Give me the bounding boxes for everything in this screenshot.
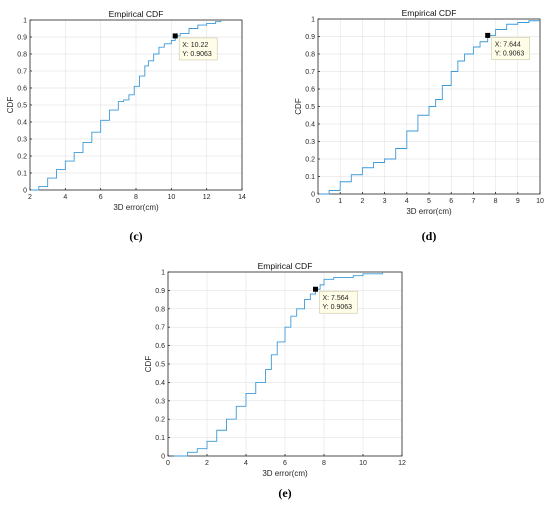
cdf-series-line — [319, 20, 540, 195]
x-tick-label: 8 — [494, 198, 498, 205]
chart-title: Empirical CDF — [109, 9, 164, 19]
datatip-x-label: X: 7.564 — [322, 295, 348, 302]
y-tick-label: 0 — [161, 454, 165, 461]
x-tick-label: 1 — [338, 198, 342, 205]
figure-caption: (c) — [129, 229, 142, 243]
cdf-series-line — [30, 20, 222, 191]
datatip-box — [491, 37, 530, 60]
y-axis-title: CDF — [294, 98, 303, 115]
x-tick-label: 8 — [134, 194, 138, 201]
y-tick-label: 0.9 — [305, 34, 315, 41]
y-tick-label: 0.2 — [305, 157, 315, 164]
y-tick-label: 0.3 — [155, 398, 165, 405]
cdf-series-line — [173, 272, 383, 457]
y-tick-label: 0.4 — [17, 120, 27, 127]
chart-title: Empirical CDF — [258, 261, 313, 271]
x-axis-title: 3D error(cm) — [406, 207, 452, 216]
y-axis-title: CDF — [6, 97, 15, 114]
x-tick-label: 3 — [383, 198, 387, 205]
datatip-x-label: X: 10.22 — [182, 42, 208, 49]
datatip-marker[interactable] — [172, 33, 178, 39]
chart-panel-2: 0 2 4 6 8 10 12 0 0.1 0.2 0.3 0.4 0.5 0.6 0.7 0.8 0.9 1 Em… — [144, 261, 406, 500]
y-tick-label: 0.1 — [155, 435, 165, 442]
y-axis-title: CDF — [144, 356, 153, 373]
x-axis-title: 3D error(cm) — [113, 203, 159, 212]
x-tick-label: 12 — [398, 460, 406, 467]
chart-title: Empirical CDF — [402, 8, 457, 18]
x-tick-label: 12 — [203, 194, 211, 201]
x-tick-label: 0 — [316, 198, 320, 205]
x-tick-label: 10 — [359, 460, 367, 467]
y-tick-label: 0.6 — [17, 86, 27, 93]
figure-caption: (d) — [422, 229, 437, 243]
x-tick-label: 2 — [28, 194, 32, 201]
y-tick-label: 0.7 — [155, 325, 165, 332]
x-tick-label: 6 — [449, 198, 453, 205]
x-tick-label: 2 — [205, 460, 209, 467]
datatip-x-label: X: 7.644 — [495, 41, 521, 48]
x-tick-label: 5 — [427, 198, 431, 205]
datatip-y-label: Y: 0.9063 — [495, 50, 525, 57]
datatip-marker[interactable] — [485, 32, 491, 38]
x-axis-title: 3D error(cm) — [262, 469, 308, 478]
datatip-box — [178, 37, 218, 61]
x-tick-label: 7 — [471, 198, 475, 205]
figure-caption: (e) — [278, 486, 291, 500]
y-tick-label: 0.7 — [305, 69, 315, 76]
y-tick-label: 0.4 — [305, 122, 315, 129]
x-tick-label: 4 — [63, 194, 67, 201]
x-tick-label: 2 — [360, 198, 364, 205]
datatip-marker[interactable] — [312, 286, 318, 292]
y-tick-label: 0 — [23, 188, 27, 195]
x-tick-label: 10 — [536, 198, 544, 205]
y-tick-label: 0 — [311, 192, 315, 199]
y-tick-label: 0.2 — [155, 417, 165, 424]
y-tick-label: 0.7 — [17, 69, 27, 76]
y-tick-label: 0.2 — [17, 154, 27, 161]
y-tick-label: 0.1 — [305, 174, 315, 181]
y-tick-label: 0.9 — [155, 288, 165, 295]
y-tick-label: 0.8 — [305, 52, 315, 59]
x-tick-label: 6 — [283, 460, 287, 467]
y-tick-label: 0.6 — [305, 87, 315, 94]
x-tick-label: 14 — [238, 194, 246, 201]
y-tick-label: 1 — [161, 270, 165, 277]
x-tick-label: 0 — [166, 460, 170, 467]
chart-panel-0: 2 4 6 8 10 12 14 0 0.1 0.2 0.3 0.4 0.5 0.6 0.7 0.8 0.9 1 E… — [6, 9, 246, 243]
x-tick-label: 6 — [99, 194, 103, 201]
x-tick-label: 8 — [322, 460, 326, 467]
y-tick-label: 0.8 — [155, 306, 165, 313]
y-tick-label: 0.5 — [17, 103, 27, 110]
x-tick-label: 9 — [516, 198, 520, 205]
y-tick-label: 0.1 — [17, 171, 27, 178]
y-tick-label: 0.3 — [305, 139, 315, 146]
x-tick-label: 4 — [405, 198, 409, 205]
y-tick-label: 0.9 — [17, 35, 27, 42]
y-tick-label: 0.4 — [155, 380, 165, 387]
y-tick-label: 1 — [23, 18, 27, 25]
y-tick-label: 0.5 — [155, 362, 165, 369]
y-tick-label: 0.3 — [17, 137, 27, 144]
x-tick-label: 4 — [244, 460, 248, 467]
datatip-y-label: Y: 0.9063 — [322, 304, 352, 311]
x-tick-label: 10 — [167, 194, 175, 201]
y-tick-label: 0.6 — [155, 343, 165, 350]
y-tick-label: 0.5 — [305, 104, 315, 111]
datatip-y-label: Y: 0.9063 — [182, 51, 212, 58]
y-tick-label: 1 — [311, 17, 315, 24]
chart-panel-1: 0 1 2 3 4 5 6 7 8 9 10 0 0.1 0.2 0.3 0.4 0.5 0.6 0.7 0.8 0.9… — [294, 8, 544, 243]
y-tick-label: 0.8 — [17, 52, 27, 59]
datatip-box — [319, 290, 358, 314]
